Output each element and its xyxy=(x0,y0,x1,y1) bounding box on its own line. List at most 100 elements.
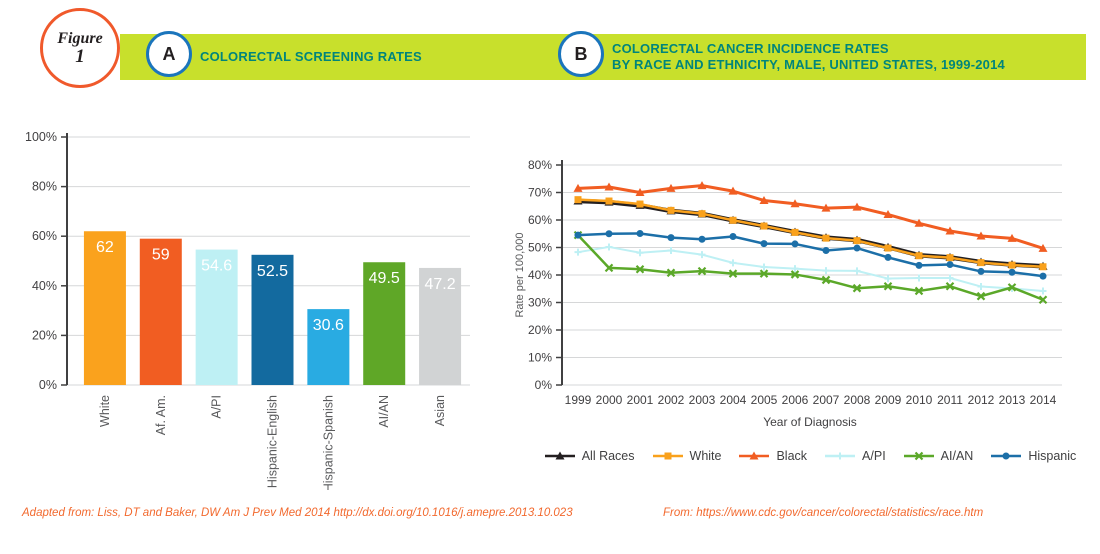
panel-b-title-line2: BY RACE AND ETHNICITY, MALE, UNITED STAT… xyxy=(612,57,1005,72)
bar-category-label: White xyxy=(98,395,112,427)
marker-api xyxy=(1039,287,1047,295)
marker-hispanic xyxy=(1039,272,1047,280)
bar-hispanicenglish xyxy=(251,254,294,385)
bar-category-label: AI/AN xyxy=(377,395,391,428)
marker-api xyxy=(791,265,799,273)
x-tick-label: 2013 xyxy=(999,393,1026,407)
y-tick-label: 20% xyxy=(528,323,552,337)
marker-black xyxy=(883,210,893,218)
marker-api xyxy=(729,259,737,267)
marker-aian xyxy=(604,263,614,273)
y-tick-label: 100% xyxy=(25,130,57,144)
y-tick-label: 80% xyxy=(32,180,57,194)
y-tick-label: 80% xyxy=(528,158,552,172)
marker-aian xyxy=(635,264,645,274)
y-axis-label: Rate per 100,000 xyxy=(514,232,526,318)
marker-api xyxy=(822,267,830,275)
bar-category-label: A/PI xyxy=(210,395,224,419)
marker-api xyxy=(946,274,954,282)
y-tick-label: 40% xyxy=(528,268,552,282)
y-tick-label: 60% xyxy=(528,213,552,227)
legend-marker-aian xyxy=(914,451,923,461)
marker-white xyxy=(729,216,737,224)
marker-black xyxy=(914,218,924,227)
marker-hispanic xyxy=(698,235,706,243)
y-tick-label: 70% xyxy=(528,186,552,200)
legend-label-api: A/PI xyxy=(862,449,886,463)
bar-value-label: 30.6 xyxy=(313,317,344,334)
marker-black xyxy=(728,186,738,195)
marker-aian xyxy=(1007,283,1017,292)
marker-hispanic xyxy=(636,229,644,237)
legend-marker-api xyxy=(836,452,844,460)
y-tick-label: 20% xyxy=(32,328,57,342)
marker-black xyxy=(852,202,862,211)
marker-white xyxy=(667,206,675,214)
legend-item-allraces: All Races xyxy=(544,449,635,463)
x-tick-label: 2000 xyxy=(596,393,623,407)
line-series-aian xyxy=(576,233,1045,301)
legend-item-white: White xyxy=(652,449,722,463)
marker-black xyxy=(790,199,800,208)
legend-swatch-black xyxy=(739,451,770,460)
y-tick-label: 30% xyxy=(528,296,552,310)
marker-hispanic xyxy=(884,253,892,261)
marker-aian xyxy=(1038,295,1048,305)
marker-white xyxy=(698,210,706,218)
legend-marker-hispanic xyxy=(1002,452,1010,460)
marker-hispanic xyxy=(853,244,861,252)
incidence-rates-line-chart: Rate per 100,000 0% 10% 20% 30% 40% 50% 60% 70%… xyxy=(500,140,1100,440)
marker-aian xyxy=(883,281,893,291)
marker-api xyxy=(853,267,861,275)
bar-white xyxy=(83,231,126,385)
bar-hispanicspanish xyxy=(307,309,350,385)
marker-aian xyxy=(666,268,676,278)
marker-black xyxy=(635,188,645,196)
bar-category-label: Hispanic-Spanish xyxy=(321,395,335,490)
marker-aian xyxy=(821,275,831,285)
legend-swatch-api xyxy=(825,452,856,460)
marker-api xyxy=(667,247,675,255)
bar-afam xyxy=(139,238,182,385)
title-banner: A COLORECTAL SCREENING RATES B COLORECTA… xyxy=(120,31,1086,80)
legend-marker-allraces xyxy=(555,451,565,460)
bar-aian xyxy=(363,262,406,385)
bar-category-label: Af. Am. xyxy=(154,395,168,435)
x-tick-label: 2008 xyxy=(844,393,871,407)
legend-swatch-allraces xyxy=(544,451,575,460)
x-tick-label: 2004 xyxy=(720,393,747,407)
marker-api xyxy=(884,275,892,283)
y-tick-label: 10% xyxy=(528,351,552,365)
legend-item-aian: AI/AN xyxy=(903,449,973,463)
line-chart-svg: 0% 10% 20% 30% 40% 50% 60% 70% 80% 1999 2000 2001 20… xyxy=(528,158,1062,407)
marker-black xyxy=(945,226,955,235)
marker-white xyxy=(884,244,892,252)
panel-b-title-line1: COLORECTAL CANCER INCIDENCE RATES xyxy=(612,41,889,56)
marker-aian xyxy=(728,269,738,278)
bar-api xyxy=(195,249,238,385)
line-chart-legend: All Races White Black A/PI AI/AN Hispanic xyxy=(530,449,1090,463)
marker-aian xyxy=(697,266,707,276)
marker-hispanic xyxy=(822,247,830,255)
bar-asian xyxy=(419,267,462,385)
marker-hispanic xyxy=(915,261,923,269)
panel-b-title: COLORECTAL CANCER INCIDENCE RATES BY RAC… xyxy=(612,41,1005,73)
x-tick-label: 2002 xyxy=(658,393,685,407)
y-tick-label: 40% xyxy=(32,279,57,293)
marker-aian xyxy=(852,283,862,293)
x-tick-label: 2011 xyxy=(937,393,963,407)
legend-item-black: Black xyxy=(738,449,807,463)
marker-white xyxy=(574,196,582,204)
legend-marker-white xyxy=(664,452,672,460)
x-tick-label: 2014 xyxy=(1030,393,1057,407)
marker-hispanic xyxy=(946,261,954,269)
bar-value-label: 49.5 xyxy=(369,270,400,287)
line-series-white xyxy=(576,198,1045,268)
bar-value-label: 54.6 xyxy=(201,258,232,275)
bar-value-label: 52.5 xyxy=(257,263,288,280)
marker-hispanic xyxy=(977,267,985,275)
legend-label-white: White xyxy=(689,449,722,463)
marker-white xyxy=(605,197,613,205)
marker-hispanic xyxy=(667,234,675,242)
